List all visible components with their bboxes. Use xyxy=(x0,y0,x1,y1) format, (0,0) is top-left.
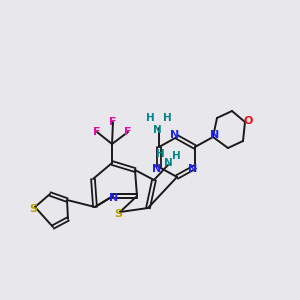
Text: H: H xyxy=(146,113,154,123)
Text: N: N xyxy=(152,164,162,174)
Text: S: S xyxy=(29,204,37,214)
Text: N: N xyxy=(188,164,198,174)
Text: S: S xyxy=(114,209,122,219)
Text: H: H xyxy=(172,151,180,161)
Text: N: N xyxy=(110,193,118,203)
Text: H: H xyxy=(156,149,164,159)
Text: N: N xyxy=(210,130,220,140)
Text: F: F xyxy=(93,127,101,137)
Text: N: N xyxy=(153,125,161,135)
Text: H: H xyxy=(163,113,171,123)
Text: N: N xyxy=(164,158,172,168)
Text: N: N xyxy=(170,130,180,140)
Text: F: F xyxy=(124,127,132,137)
Text: F: F xyxy=(109,117,117,127)
Text: O: O xyxy=(243,116,253,126)
